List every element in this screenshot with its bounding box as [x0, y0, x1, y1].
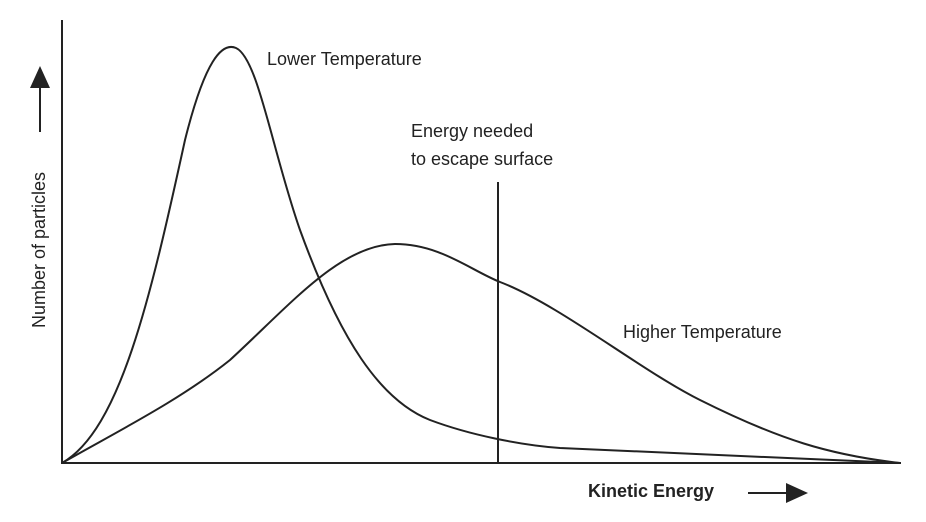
threshold-label: to escape surface — [411, 149, 553, 169]
curve-label: Lower Temperature — [267, 49, 422, 69]
lower-temperature-curve — [61, 46, 901, 464]
y-arrow-head — [30, 66, 50, 88]
threshold-label: Energy needed — [411, 121, 533, 141]
y-axis-label: Number of particles — [29, 172, 49, 328]
curve-label: Higher Temperature — [623, 322, 782, 342]
x-axis-label: Kinetic Energy — [588, 481, 714, 501]
higher-temperature-curve — [61, 242, 901, 464]
x-arrow-head — [786, 483, 808, 503]
